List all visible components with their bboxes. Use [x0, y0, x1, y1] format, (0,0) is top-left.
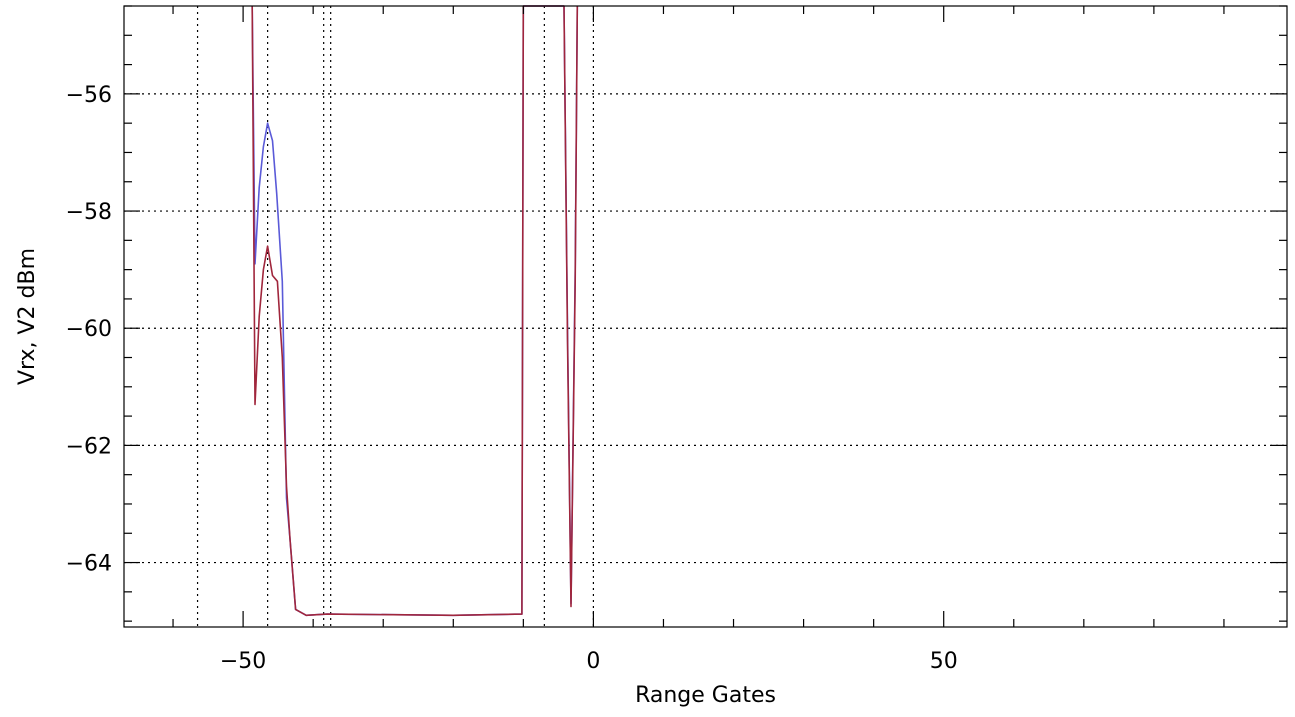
y-tick-label: −62	[66, 434, 112, 459]
x-tick-label: 50	[930, 649, 958, 674]
vertical-markers	[196, 6, 595, 627]
y-tick-label: −60	[66, 317, 112, 342]
x-tick-label: −50	[220, 649, 266, 674]
x-axis-title: Range Gates	[635, 683, 776, 708]
x-tick-label: 0	[586, 649, 600, 674]
y-tick-label: −56	[66, 83, 112, 108]
series-layer	[251, 5, 579, 617]
series-line-1	[251, 5, 579, 617]
tick-labels: −50 0 50 −56 −58 −60 −62 −64	[66, 83, 958, 674]
plot-frame	[123, 5, 1288, 628]
y-axis-title: Vrx, V2 dBm	[15, 248, 40, 385]
axis-ticks	[124, 5, 1287, 627]
series-line-2	[251, 5, 579, 617]
y-tick-label: −64	[66, 552, 112, 577]
horizontal-gridlines	[124, 93, 1287, 564]
y-tick-label: −58	[66, 200, 112, 225]
